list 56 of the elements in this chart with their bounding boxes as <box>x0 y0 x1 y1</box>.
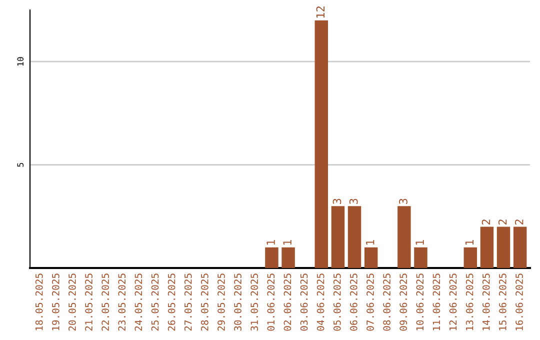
x-tick-label: 28.05.2025 <box>200 274 208 331</box>
bar <box>331 206 345 268</box>
data-label: 1 <box>283 240 292 245</box>
y-tick-label: 5 <box>17 162 24 167</box>
bar <box>414 247 428 268</box>
x-tick-label: 29.05.2025 <box>218 274 225 331</box>
bar <box>398 206 411 268</box>
bar <box>464 247 478 268</box>
data-label: 1 <box>266 240 275 245</box>
data-label: 3 <box>399 198 408 204</box>
x-tick-label: 12.06.2025 <box>449 274 457 330</box>
data-label: 1 <box>366 240 374 245</box>
data-label: 12 <box>316 6 324 18</box>
x-tick-label: 16.06.2025 <box>516 274 523 330</box>
data-label: 1 <box>416 240 424 245</box>
x-tick-label: 13.06.2025 <box>466 274 474 330</box>
x-tick-label: 07.06.2025 <box>366 274 374 331</box>
x-tick-label: 01.06.2025 <box>267 274 275 331</box>
x-tick-label: 11.06.2025 <box>432 274 440 330</box>
bar <box>282 247 295 268</box>
bar <box>480 226 494 268</box>
x-tick-label: 26.05.2025 <box>168 274 176 331</box>
x-tick-label: 09.06.2025 <box>400 274 408 331</box>
y-tick-label: 10 <box>17 57 24 66</box>
bar <box>314 20 328 268</box>
bar <box>513 226 527 268</box>
x-tick-label: 10.06.2025 <box>416 274 424 330</box>
x-tick-label: 06.06.2025 <box>350 274 358 331</box>
x-tick-label: 21.05.2025 <box>85 274 92 331</box>
x-tick-label: 08.06.2025 <box>383 274 390 331</box>
data-label: 3 <box>332 198 342 204</box>
x-tick-label: 25.05.2025 <box>151 274 159 331</box>
bar <box>265 247 278 268</box>
x-tick-label: 03.06.2025 <box>300 274 308 331</box>
x-tick-label: 05.06.2025 <box>333 274 341 331</box>
x-tick-label: 23.05.2025 <box>118 274 126 331</box>
bar <box>364 247 378 268</box>
bar <box>496 226 510 268</box>
data-label: 1 <box>465 240 474 245</box>
x-tick-label: 02.06.2025 <box>284 274 292 331</box>
data-label: 3 <box>349 198 358 204</box>
x-tick-label: 30.05.2025 <box>234 274 242 331</box>
x-tick-label: 15.06.2025 <box>499 274 506 330</box>
x-tick-label: 19.05.2025 <box>52 274 60 330</box>
bar <box>348 206 362 268</box>
data-label: 2 <box>514 220 524 225</box>
x-tick-label: 31.05.2025 <box>250 274 258 331</box>
data-label: 2 <box>498 220 507 225</box>
x-tick-label: 14.06.2025 <box>482 274 490 330</box>
x-tick-label: 27.05.2025 <box>184 274 192 331</box>
data-label: 2 <box>482 220 490 225</box>
x-tick-label: 24.05.2025 <box>134 274 142 331</box>
x-tick-label: 22.05.2025 <box>102 274 110 331</box>
x-tick-label: 04.06.2025 <box>316 274 324 331</box>
x-tick-label: 20.05.2025 <box>68 274 76 331</box>
x-tick-label: 18.05.2025 <box>35 274 43 330</box>
